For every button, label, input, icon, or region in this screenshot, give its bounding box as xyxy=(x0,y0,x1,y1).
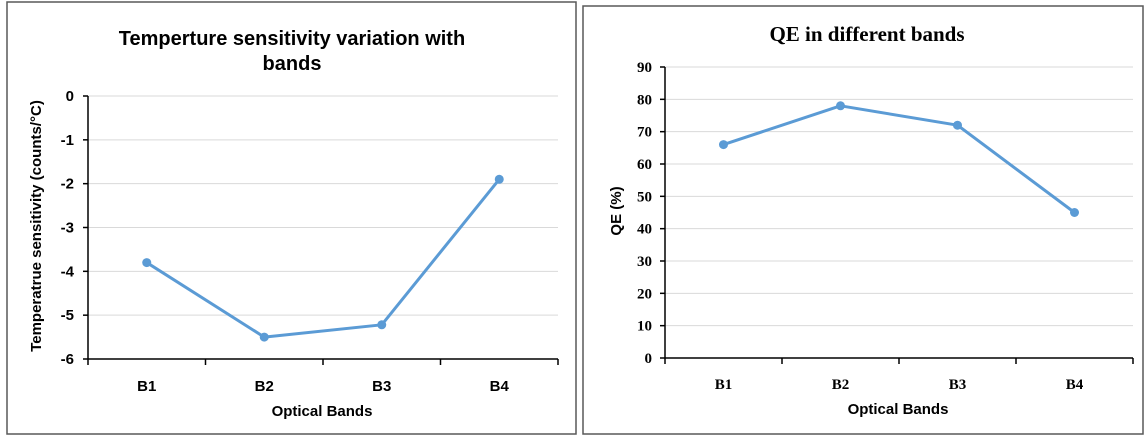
y-tick-label: 80 xyxy=(637,92,652,108)
series-layer xyxy=(142,174,504,342)
series-line xyxy=(723,104,1076,214)
x-tick-label: B4 xyxy=(490,378,510,395)
x-tick-label: B3 xyxy=(372,378,391,395)
y-axis-label: Temperatrue sensitivity (counts/°C) xyxy=(28,100,45,352)
series-layer xyxy=(719,101,1079,217)
x-tick-label: B1 xyxy=(137,378,156,395)
data-point xyxy=(259,332,269,342)
y-tick-label: 20 xyxy=(637,286,652,302)
y-tick-label: 60 xyxy=(637,157,652,173)
y-tick-label: -1 xyxy=(61,132,74,149)
y-tick-label: 50 xyxy=(637,189,652,205)
tick-labels: 0 -1 -2 -3 -4 -5 -6 B1 B2 B3 B4 xyxy=(61,88,510,395)
y-tick-label: 90 xyxy=(637,60,652,76)
chart-temperature-sensitivity: Temperture sensitivity variation with ba… xyxy=(6,1,577,435)
chart-title: QE in different bands xyxy=(769,22,964,46)
x-tick-label: B2 xyxy=(832,377,850,393)
chart-frame xyxy=(6,1,577,435)
x-tick-label: B3 xyxy=(949,377,967,393)
x-tick-label: B4 xyxy=(1066,377,1084,393)
chart-title-line-1: Temperture sensitivity variation with xyxy=(119,28,465,50)
x-axis-label: Optical Bands xyxy=(848,401,949,418)
data-point xyxy=(142,258,152,268)
y-tick-label: 0 xyxy=(645,351,653,367)
y-tick-label: 10 xyxy=(637,319,652,335)
axes xyxy=(660,66,1134,364)
x-tick-label: B1 xyxy=(715,377,733,393)
y-axis-label: QE (%) xyxy=(608,186,625,235)
y-tick-label: 70 xyxy=(637,125,652,141)
y-tick-label: -6 xyxy=(61,351,74,368)
y-tick-label: -3 xyxy=(61,220,74,237)
axes xyxy=(83,95,559,365)
data-point xyxy=(1070,208,1079,217)
y-tick-label: -4 xyxy=(61,263,75,280)
y-tick-label: 0 xyxy=(66,88,74,105)
y-tick-label: 40 xyxy=(637,222,652,238)
series-line xyxy=(145,178,501,339)
tick-labels: 0 10 20 30 40 50 60 70 80 90 B1 B2 B3 B4 xyxy=(637,60,1084,393)
data-point xyxy=(494,174,504,184)
x-axis-label: Optical Bands xyxy=(272,403,373,420)
data-point xyxy=(836,101,845,111)
data-point xyxy=(953,120,962,130)
data-point xyxy=(377,320,387,330)
chart-title-line-2: bands xyxy=(263,53,322,75)
y-tick-label: -5 xyxy=(61,307,74,324)
x-tick-label: B2 xyxy=(255,378,274,395)
chart-qe-bands: QE in different bands 0 10 20 30 40 50 60 70 80 9… xyxy=(582,5,1144,435)
y-tick-label: -2 xyxy=(61,176,74,193)
chart-frame xyxy=(582,5,1144,435)
y-tick-label: 30 xyxy=(637,254,652,270)
data-point xyxy=(719,140,728,150)
